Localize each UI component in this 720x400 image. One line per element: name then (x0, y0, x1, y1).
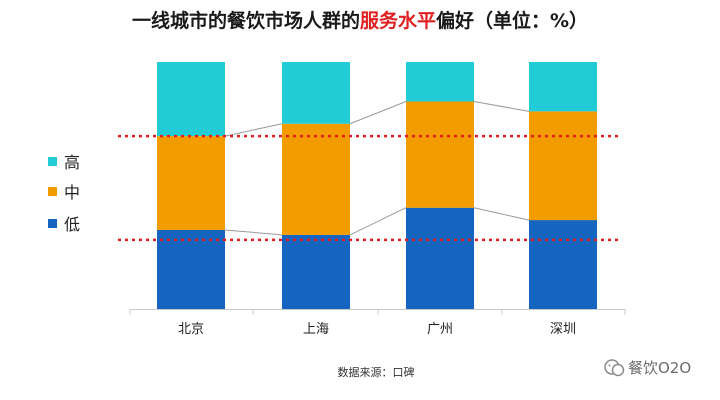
watermark: 餐饮O2O (604, 359, 691, 377)
bar-high-1 (157, 62, 225, 137)
bar-low-1 (157, 229, 225, 309)
chart-title: 一线城市的餐饮市场人群的服务水平偏好（单位：%） (132, 9, 588, 32)
x-axis-ticks (129, 309, 626, 315)
chart-title-highlight: 服务水平 (360, 9, 436, 32)
legend-swatch-high (48, 157, 57, 166)
bars (157, 62, 597, 309)
source-note: 数据来源：口碑 (338, 365, 415, 379)
bar-mid-3 (406, 101, 474, 208)
legend-swatch-low (48, 219, 57, 228)
bar-high-3 (406, 62, 474, 102)
chart-title-prefix: 一线城市的餐饮市场人群的 (132, 9, 360, 32)
x-tick-label-1: 北京 (178, 322, 204, 337)
x-tick-label-4: 深圳 (550, 322, 576, 337)
segment-connectors (224, 101, 530, 236)
legend: 高中低 (48, 153, 80, 234)
x-tick-label-3: 广州 (427, 322, 453, 337)
legend-label-low: 低 (64, 215, 80, 234)
connector-low-mid-2 (349, 207, 407, 236)
bar-low-4 (529, 220, 597, 309)
bar-mid-4 (529, 111, 597, 221)
bar-low-2 (282, 234, 350, 309)
wechat-icon (604, 359, 625, 377)
connector-low-mid-1 (224, 229, 283, 236)
legend-label-high: 高 (64, 153, 80, 172)
bar-high-2 (282, 62, 350, 124)
bar-mid-2 (282, 123, 350, 235)
x-axis-tick-labels: 北京 上海 广州 深圳 (178, 322, 576, 337)
chart-title-suffix: 偏好（单位：%） (436, 9, 588, 32)
reference-lines (118, 134, 622, 242)
connector-mid-high-1 (224, 123, 283, 137)
bar-high-4 (529, 62, 597, 112)
bar-mid-1 (157, 136, 225, 230)
legend-label-mid: 中 (64, 183, 80, 202)
connector-mid-high-2 (349, 101, 407, 125)
bar-low-3 (406, 207, 474, 309)
connector-low-mid-3 (473, 207, 530, 221)
legend-swatch-mid (48, 187, 57, 196)
connector-mid-high-3 (473, 101, 530, 112)
watermark-text: 餐饮O2O (628, 359, 691, 377)
x-tick-label-2: 上海 (303, 322, 329, 337)
